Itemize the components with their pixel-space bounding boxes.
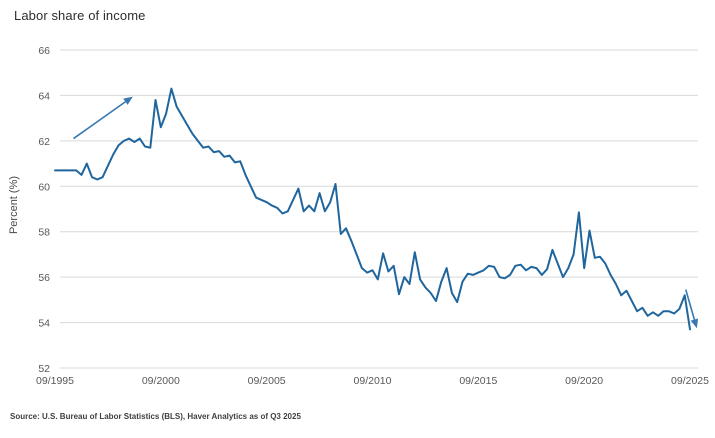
y-tick-label: 62 — [38, 136, 50, 148]
x-tick-label: 09/2010 — [354, 375, 392, 387]
x-tick-label: 09/2015 — [459, 375, 497, 387]
trend-arrow-down-head — [690, 318, 699, 329]
y-tick-label: 56 — [38, 272, 50, 284]
x-tick-label: 09/2020 — [565, 375, 603, 387]
trend-arrow-up-shaft — [73, 101, 126, 140]
y-tick-label: 58 — [38, 227, 50, 239]
x-tick-label: 09/2000 — [142, 375, 180, 387]
y-tick-label: 66 — [38, 45, 50, 57]
trend-arrow-up-head — [123, 96, 133, 105]
x-tick-label: 09/1995 — [36, 375, 74, 387]
trend-arrow-down-shaft — [684, 289, 696, 320]
source-note: Source: U.S. Bureau of Labor Statistics … — [10, 412, 301, 421]
chart-title: Labor share of income — [14, 8, 146, 23]
y-tick-label: 52 — [38, 363, 50, 375]
y-tick-label: 60 — [38, 181, 50, 193]
data-line — [54, 87, 691, 331]
y-tick-label: 54 — [38, 318, 50, 330]
x-tick-label: 09/2025 — [671, 375, 709, 387]
y-tick-label: 64 — [38, 90, 50, 102]
x-tick-label: 09/2005 — [248, 375, 286, 387]
